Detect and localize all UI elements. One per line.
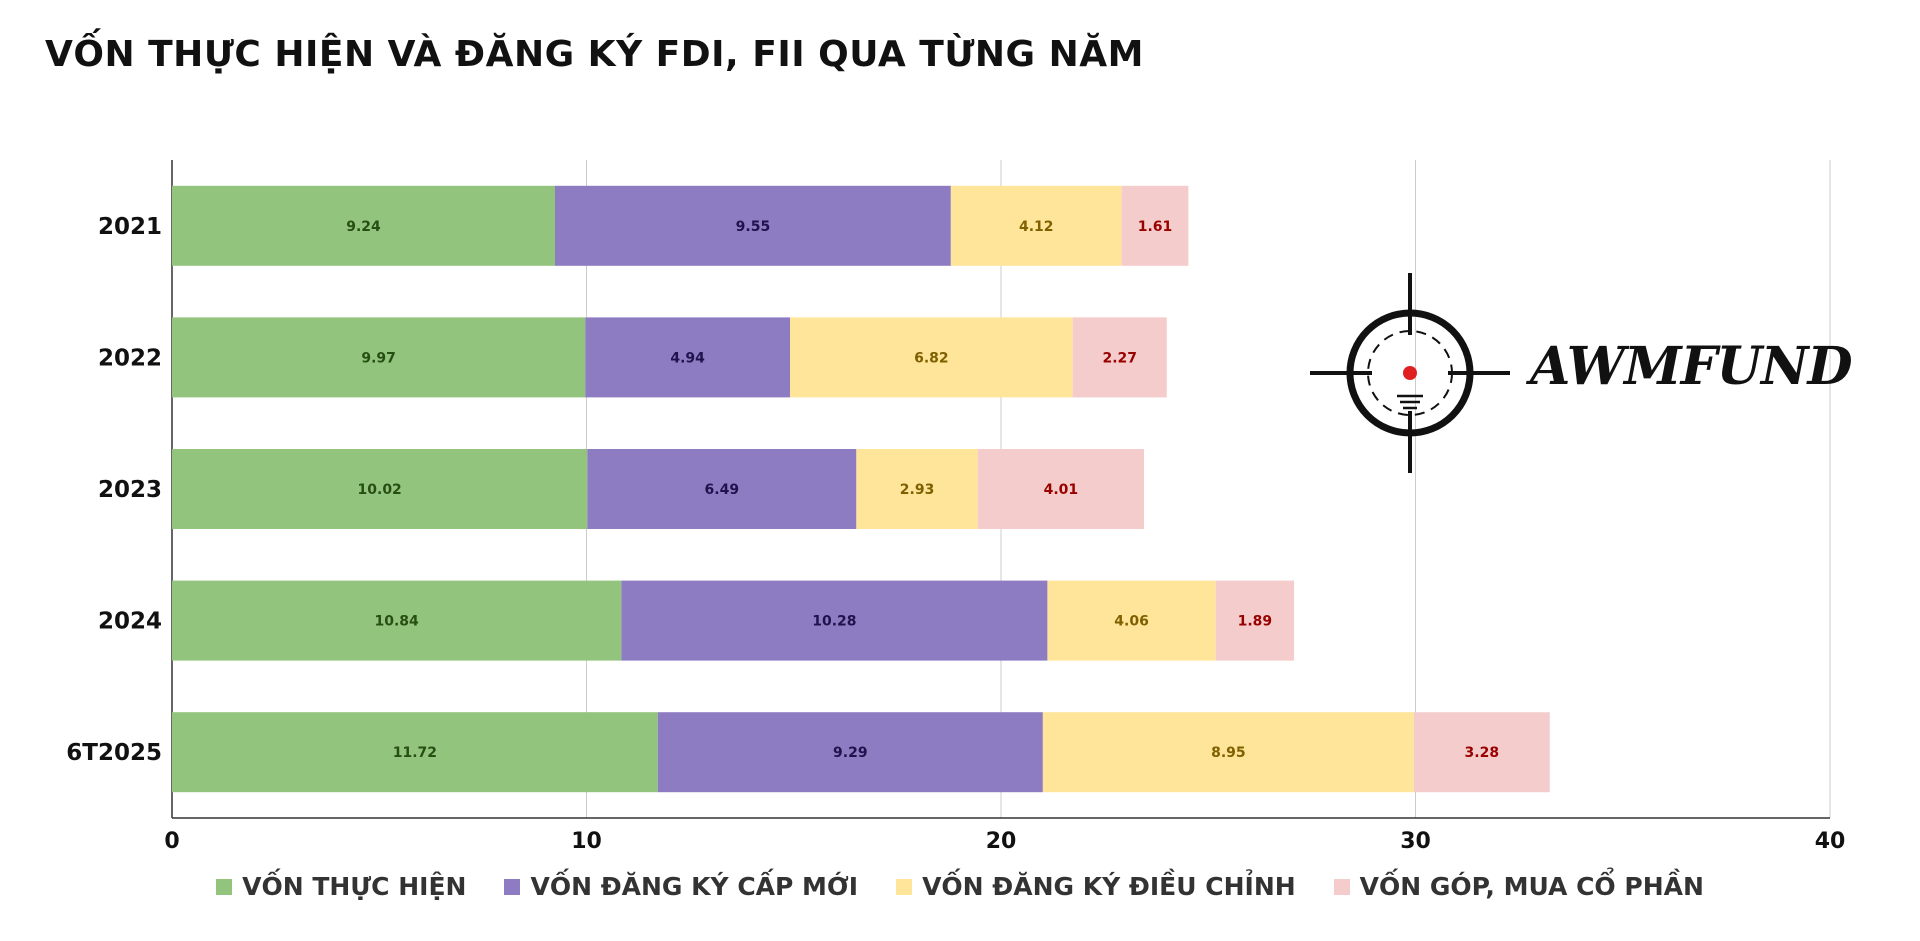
data-label: 2.93 xyxy=(900,482,935,498)
legend-label: VỐN ĐĂNG KÝ CẤP MỚI xyxy=(530,872,859,901)
crosshair-icon xyxy=(1310,273,1510,473)
legend-label: VỐN ĐĂNG KÝ ĐIỀU CHỈNH xyxy=(922,872,1296,901)
x-tick-label: 40 xyxy=(1815,829,1846,854)
chart-legend: VỐN THỰC HIỆN VỐN ĐĂNG KÝ CẤP MỚI VỐN ĐĂNG… xyxy=(0,872,1920,901)
bar-segment xyxy=(1047,580,1216,661)
bar-segment xyxy=(172,580,622,661)
legend-item: VỐN GÓP, MUA CỔ PHẦN xyxy=(1333,872,1704,901)
data-label: 9.97 xyxy=(361,350,396,366)
data-label: 4.01 xyxy=(1044,482,1079,498)
data-label: 9.29 xyxy=(833,745,868,761)
legend-swatch xyxy=(1333,878,1350,895)
data-label: 6.82 xyxy=(914,350,949,366)
data-label: 9.55 xyxy=(736,219,771,235)
legend-swatch xyxy=(216,878,233,895)
data-label: 1.89 xyxy=(1238,614,1273,630)
y-category-label: 2024 xyxy=(98,609,162,635)
bar-segment xyxy=(1042,712,1414,793)
bar-segment xyxy=(657,712,1043,793)
data-label: 9.24 xyxy=(346,219,381,235)
logo-text: AWMFUND xyxy=(1530,336,1853,397)
legend-swatch xyxy=(504,878,521,895)
data-label: 8.95 xyxy=(1211,745,1246,761)
y-category-label: 2023 xyxy=(98,477,162,503)
y-category-label: 2022 xyxy=(98,345,162,371)
legend-label: VỐN GÓP, MUA CỔ PHẦN xyxy=(1359,872,1704,901)
data-label: 4.12 xyxy=(1019,219,1054,235)
legend-label: VỐN THỰC HIỆN xyxy=(242,872,467,901)
x-tick-label: 30 xyxy=(1400,829,1431,854)
bar-segment xyxy=(950,185,1122,266)
x-tick-label: 20 xyxy=(986,829,1017,854)
data-label: 6.49 xyxy=(705,482,740,498)
data-label: 3.28 xyxy=(1465,745,1500,761)
bar-segment xyxy=(172,712,658,793)
chart-title: VỐN THỰC HIỆN VÀ ĐĂNG KÝ FDI, FII QUA TỪ… xyxy=(45,34,1144,75)
x-tick-label: 10 xyxy=(571,829,602,854)
data-label: 10.84 xyxy=(375,614,420,630)
legend-item: VỐN THỰC HIỆN xyxy=(216,872,466,901)
bar-segment xyxy=(587,449,857,529)
y-category-label: 2021 xyxy=(98,214,162,240)
legend-item: VỐN ĐĂNG KÝ CẤP MỚI xyxy=(504,872,858,901)
legend-swatch xyxy=(896,878,913,895)
bar-segment xyxy=(1413,712,1550,793)
data-label: 11.72 xyxy=(393,745,437,761)
data-label: 4.94 xyxy=(670,350,705,366)
data-label: 2.27 xyxy=(1102,350,1137,366)
data-label: 1.61 xyxy=(1138,219,1173,235)
bar-segment xyxy=(790,317,1073,398)
bar-segment xyxy=(621,580,1048,661)
bar-segment xyxy=(856,449,978,529)
data-label: 10.02 xyxy=(358,482,402,498)
bar-segment xyxy=(1072,317,1167,398)
bar-segment xyxy=(1215,580,1295,661)
x-tick-label: 0 xyxy=(164,829,179,854)
bar-segment xyxy=(585,317,791,398)
y-category-label: 6T2025 xyxy=(66,740,162,766)
bar-segment xyxy=(172,449,588,529)
bar-segment xyxy=(172,317,586,398)
awmfund-logo: AWMFUND xyxy=(1305,268,1853,478)
legend-item: VỐN ĐĂNG KÝ ĐIỀU CHỈNH xyxy=(896,872,1296,901)
bar-segment xyxy=(554,185,951,266)
bar-segment xyxy=(172,185,555,266)
data-label: 10.28 xyxy=(812,614,856,630)
data-label: 4.06 xyxy=(1114,614,1149,630)
bar-segment xyxy=(1121,185,1189,266)
bar-segment xyxy=(977,449,1145,529)
